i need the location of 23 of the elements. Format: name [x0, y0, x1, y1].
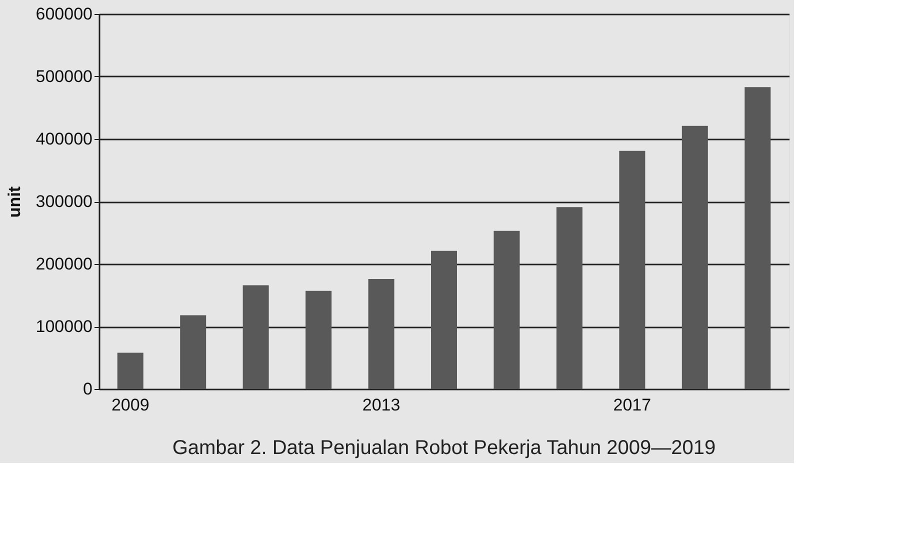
x-tick-label: 2009: [111, 396, 150, 414]
y-tick-label: 100000: [36, 317, 92, 336]
bar: [242, 285, 269, 389]
y-tick-label: 0: [83, 380, 92, 398]
bar: [117, 352, 144, 389]
bar: [619, 150, 646, 389]
bar: [744, 87, 771, 389]
y-axis-title: unit: [4, 186, 24, 218]
y-tick-label: 200000: [36, 254, 92, 274]
bar: [306, 290, 332, 389]
bar: [494, 230, 520, 389]
y-tick-label: 500000: [36, 67, 92, 86]
bar: [431, 250, 457, 389]
bar: [180, 315, 206, 389]
bar: [682, 126, 708, 389]
x-tick-label: 2013: [362, 396, 400, 414]
bar: [556, 207, 582, 389]
text: Gambar 2. Data Penjualan Robot Pekerja Tahun 2009—2019: [172, 437, 716, 459]
x-tick-label: 2017: [613, 396, 652, 414]
bar: [368, 279, 394, 389]
y-tick-label: 300000: [36, 192, 92, 211]
y-tick-label: 400000: [36, 130, 92, 148]
y-tick-label: 600000: [36, 4, 92, 24]
